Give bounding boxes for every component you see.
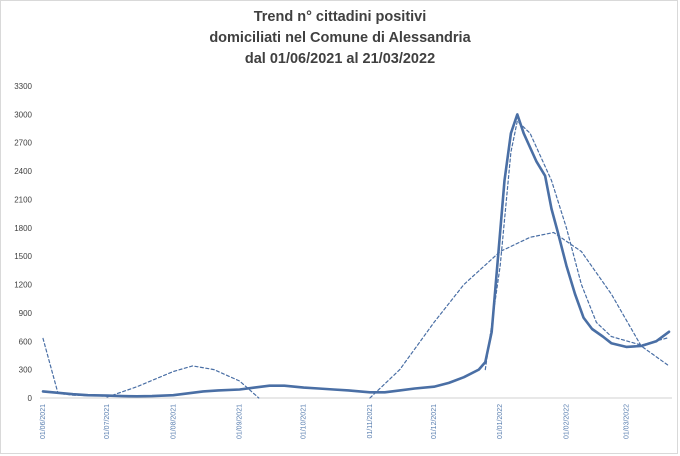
y-tick-label: 600	[19, 337, 33, 346]
x-tick-label: 01/10/2021	[301, 404, 308, 439]
x-tick-label: 01/02/2022	[563, 404, 570, 439]
y-tick-label: 1200	[14, 281, 32, 290]
y-tick-label: 1800	[14, 224, 32, 233]
x-tick-label: 01/12/2021	[431, 404, 438, 439]
x-tick-label: 01/03/2022	[623, 404, 630, 439]
chart-title-line-2: domiciliati nel Comune di Alessandria	[209, 30, 471, 46]
y-tick-label: 2700	[14, 139, 32, 148]
y-tick-label: 2400	[14, 167, 32, 176]
y-axis-ticks: 3300300027002400210018001500120090060030…	[14, 82, 32, 403]
x-tick-label: 01/11/2021	[367, 404, 374, 439]
x-axis-ticks: 01/06/2021 01/07/2021 01/08/2021 01/09/2021…	[40, 404, 630, 439]
y-tick-label: 1500	[14, 252, 32, 261]
x-tick-label: 01/07/2021	[104, 404, 111, 439]
series-line-positivi	[41, 113, 671, 398]
trend-line-2	[106, 365, 260, 399]
x-tick-label: 01/01/2022	[497, 404, 504, 439]
y-tick-label: 3000	[14, 110, 32, 119]
chart-title-line-1: Trend n° cittadini positivi	[253, 9, 427, 25]
chart-title: Trend n° cittadini positivi domiciliati …	[0, 7, 680, 70]
trend-line-1	[42, 337, 108, 397]
y-tick-label: 3300	[14, 82, 32, 91]
series-lines	[41, 113, 671, 399]
chart-title-line-3: dal 01/06/2021 al 21/03/2022	[244, 51, 436, 67]
y-tick-label: 0	[28, 394, 33, 403]
trend-line-4	[484, 120, 670, 371]
x-tick-label: 01/06/2021	[40, 404, 47, 439]
x-tick-label: 01/08/2021	[170, 404, 177, 439]
x-tick-label: 01/09/2021	[237, 404, 244, 439]
y-tick-label: 300	[19, 366, 33, 375]
y-tick-label: 900	[19, 309, 33, 318]
y-tick-label: 2100	[14, 195, 32, 204]
trend-line-3	[369, 231, 670, 399]
